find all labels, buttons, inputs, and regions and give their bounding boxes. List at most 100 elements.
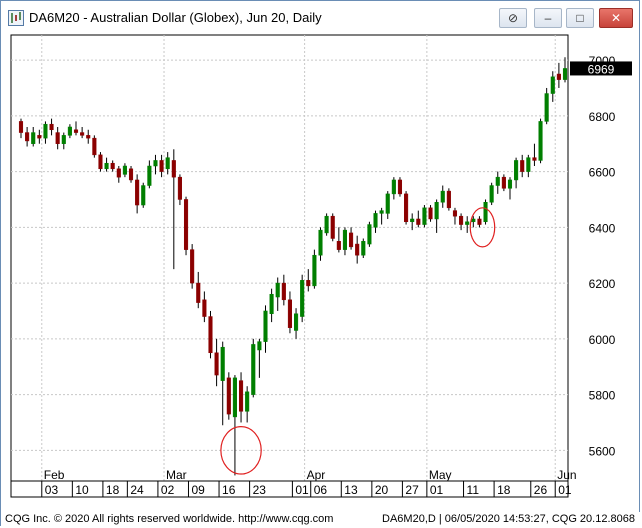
- month-label: Feb: [44, 468, 65, 482]
- candle-up: [275, 282, 280, 298]
- candle-down: [171, 160, 176, 178]
- title-bar: DA6M20 - Australian Dollar (Globex), Jun…: [1, 1, 639, 33]
- month-label: Jun: [557, 468, 576, 482]
- candle-up: [67, 126, 72, 136]
- y-tick-label: 5600: [589, 444, 616, 458]
- last-price-tag: [570, 61, 632, 76]
- candle-up: [104, 162, 109, 170]
- candle-down: [37, 135, 42, 139]
- candle-down: [281, 282, 286, 301]
- candle-up: [391, 179, 396, 195]
- candle-down: [238, 380, 244, 412]
- candle-down: [86, 135, 91, 139]
- candle-up: [367, 224, 372, 245]
- day-tick-label: 06: [314, 483, 328, 497]
- candle-up: [495, 176, 500, 186]
- candle-up: [471, 218, 476, 223]
- day-tick-label: 11: [467, 483, 480, 497]
- candle-up: [410, 218, 415, 223]
- candle-down: [556, 73, 561, 80]
- candle-up: [324, 215, 329, 234]
- candle-up: [434, 202, 439, 220]
- candle-down: [306, 280, 311, 287]
- close-button[interactable]: ✕: [599, 8, 633, 28]
- candle-down: [25, 132, 30, 142]
- day-tick-label: 27: [405, 483, 419, 497]
- candle-up: [440, 190, 445, 203]
- candle-up: [43, 123, 48, 139]
- day-tick-label: 18: [106, 483, 120, 497]
- candle-up: [251, 344, 256, 395]
- candle-down: [532, 157, 537, 161]
- day-tick-label: 23: [253, 483, 267, 497]
- candle-up: [538, 121, 543, 161]
- day-tick-label: 24: [130, 483, 144, 497]
- minimize-button[interactable]: –: [534, 8, 562, 28]
- close-icon: ✕: [610, 11, 622, 25]
- candle-down: [355, 243, 360, 256]
- candle-down: [208, 316, 213, 354]
- candle-down: [73, 129, 79, 133]
- attach-button[interactable]: ⊘: [499, 8, 527, 28]
- day-tick-label: 26: [534, 483, 548, 497]
- candle-up: [342, 229, 348, 250]
- candle-up: [153, 160, 158, 167]
- candle-down: [416, 218, 421, 225]
- candle-up: [300, 280, 305, 317]
- day-tick-label: 01: [295, 483, 309, 497]
- candle-up: [373, 213, 378, 228]
- candle-up: [263, 310, 268, 342]
- candle-down: [501, 176, 506, 189]
- annotation-circle: [220, 426, 262, 475]
- day-tick-label: 02: [161, 483, 175, 497]
- candle-down: [428, 207, 433, 220]
- day-tick-label: 03: [45, 483, 59, 497]
- candle-down: [404, 193, 409, 223]
- candle-up: [220, 346, 225, 381]
- candle-down: [177, 176, 182, 200]
- chart-status-text: DA6M20,D | 06/05/2020 14:53:27, CQG 20.1…: [382, 513, 635, 525]
- chart-area[interactable]: 5600 5800 6000 6200 6400 6600 6800 7000 Feb Mar Ap…: [5, 33, 637, 511]
- maximize-icon: □: [576, 11, 584, 25]
- y-tick-label: 6800: [589, 110, 616, 124]
- day-tick-label: 20: [375, 483, 389, 497]
- candle-up: [385, 193, 390, 214]
- candle-down: [452, 210, 458, 217]
- candle-up: [147, 165, 152, 186]
- candle-down: [135, 179, 140, 206]
- candle-down: [49, 123, 54, 131]
- candle-up: [465, 221, 470, 225]
- month-label: May: [429, 468, 452, 482]
- candle-down: [287, 299, 292, 328]
- candle-up: [165, 157, 170, 170]
- candle-up: [122, 165, 127, 175]
- candle-down: [330, 215, 335, 239]
- link-icon: ⊘: [507, 11, 519, 25]
- candle-down: [446, 190, 451, 209]
- day-tick-label: 01: [430, 483, 444, 497]
- candle-down: [128, 168, 134, 181]
- candle-up: [514, 160, 519, 181]
- candle-down: [226, 377, 231, 415]
- candle-up: [257, 341, 262, 351]
- candle-down: [196, 282, 201, 303]
- candle-down: [18, 121, 24, 133]
- candle-down: [110, 162, 115, 170]
- chart-app-icon: [8, 10, 24, 26]
- y-tick-label: 6000: [589, 333, 616, 347]
- candle-up: [31, 132, 36, 144]
- annotation-circle: [469, 207, 496, 248]
- candle-down: [183, 199, 189, 250]
- month-label: Apr: [307, 468, 326, 482]
- candle-up: [361, 241, 366, 256]
- candle-up: [483, 202, 488, 223]
- candle-down: [190, 249, 195, 284]
- maximize-button[interactable]: □: [566, 8, 594, 28]
- status-footer: CQG Inc. © 2020 All rights reserved worl…: [1, 512, 641, 527]
- day-tick-label: 09: [191, 483, 205, 497]
- day-tick-label: 01: [558, 483, 572, 497]
- day-tick-label: 16: [222, 483, 236, 497]
- candle-up: [544, 93, 549, 122]
- candle-down: [92, 137, 97, 156]
